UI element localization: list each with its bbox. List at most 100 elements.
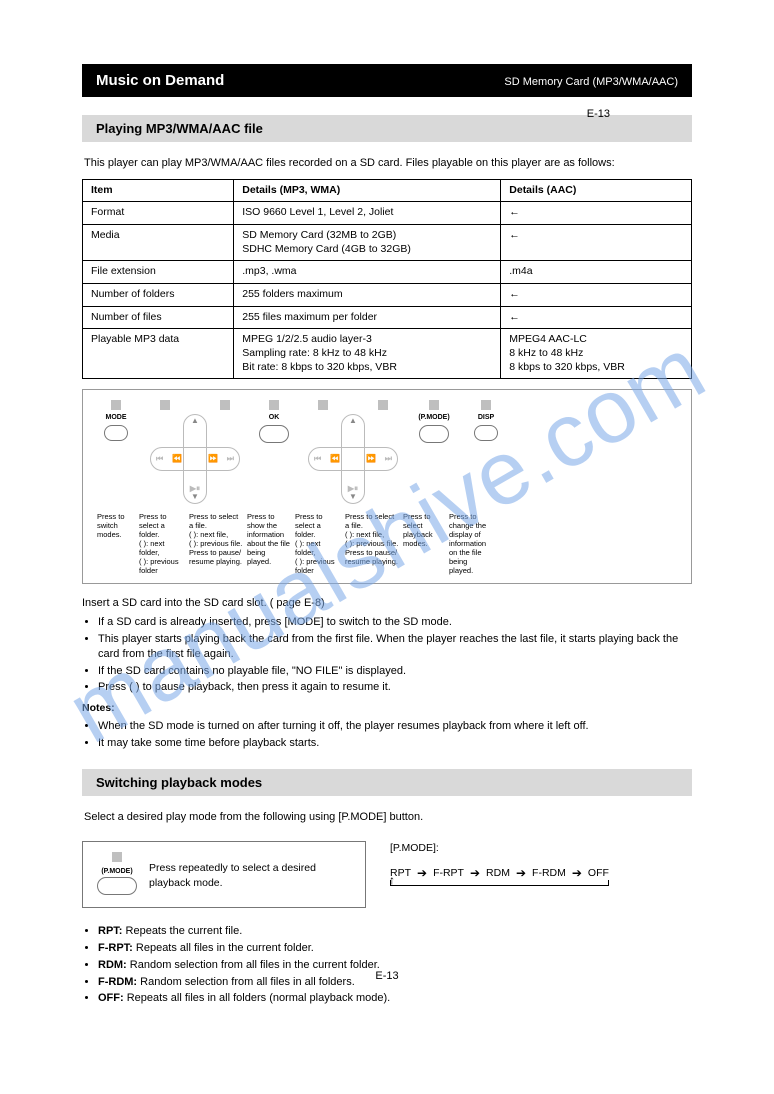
mode-val: Repeats the current file.	[126, 925, 243, 937]
mode-val: Repeats all files in all folders (normal…	[127, 992, 391, 1004]
disp-label: DISP	[478, 414, 494, 423]
arrow-icon: ➔	[572, 865, 582, 881]
mode-val: Repeats all files in the current folder.	[136, 942, 314, 954]
marker-icon	[112, 852, 122, 862]
after-table-text: Insert a SD card into the SD card slot. …	[82, 596, 692, 751]
list-item: OFF: Repeats all files in all folders (n…	[98, 991, 692, 1006]
mode-key: OFF:	[98, 992, 124, 1004]
th-aac: Details (AAC)	[501, 179, 692, 202]
marker-icon	[160, 400, 170, 410]
th-item: Item	[83, 179, 234, 202]
table-row: FormatISO 9660 Level 1, Level 2, Joliet←	[83, 202, 692, 225]
flow-label: [P.MODE]:	[390, 841, 609, 855]
switch-desc: Press repeatedly to select a desired pla…	[149, 861, 351, 889]
th-details: Details (MP3, WMA)	[234, 179, 501, 202]
cell: ISO 9660 Level 1, Level 2, Joliet	[234, 202, 501, 225]
cell: ←	[501, 225, 692, 261]
marker-icon	[481, 400, 491, 410]
desc-track2: Press to select a file. ( ): next file, …	[343, 512, 401, 575]
cell: Media	[83, 225, 234, 261]
pmode-button-icon	[97, 877, 137, 895]
notes-label: Notes:	[82, 702, 115, 714]
list-item: This player starts playing back the card…	[98, 632, 692, 662]
flow-item: RDM	[486, 866, 510, 880]
desc-track1: Press to select a file. ( ): next file, …	[187, 512, 245, 575]
header-bar: Music on Demand SD Memory Card (MP3/WMA/…	[82, 64, 692, 97]
mode-button-icon	[104, 425, 128, 441]
list-item: RPT: Repeats the current file.	[98, 924, 692, 939]
list-item: It may take some time before playback st…	[98, 736, 692, 751]
insert-text: Insert a SD card into the SD card slot. …	[82, 596, 692, 611]
arrow-icon: ➔	[516, 865, 526, 881]
marker-icon	[429, 400, 439, 410]
dpad-icon: ▲ ▼ ⏮⏪ ⏩⏭ ▶⏸	[150, 414, 240, 504]
marker-icon	[220, 400, 230, 410]
ctrl-ok: OK	[253, 400, 295, 447]
pmode-label: (P.MODE)	[418, 414, 449, 423]
spec-table: Item Details (MP3, WMA) Details (AAC) Fo…	[82, 179, 692, 379]
cell: Playable MP3 data	[83, 329, 234, 379]
cell: Number of folders	[83, 284, 234, 307]
desc-ok: Press to show the information about the …	[245, 512, 293, 575]
mode-val: Random selection from all files in all f…	[140, 976, 355, 988]
flow-item: OFF	[588, 866, 609, 880]
table-row: Playable MP3 dataMPEG 1/2/2.5 audio laye…	[83, 329, 692, 379]
marker-icon	[269, 400, 279, 410]
list-item: When the SD mode is turned on after turn…	[98, 719, 692, 734]
desc-pmode: Press to select playback modes.	[401, 512, 447, 575]
marker-icon	[378, 400, 388, 410]
mode-label: MODE	[106, 414, 127, 423]
cell: File extension	[83, 261, 234, 284]
cell: ←	[501, 284, 692, 307]
page-number-top: E-13	[587, 108, 610, 120]
return-line: ↑	[390, 880, 609, 886]
mode-val: Random selection from all files in the c…	[130, 959, 380, 971]
marker-icon	[111, 400, 121, 410]
cell: Format	[83, 202, 234, 225]
ok-button-icon	[259, 425, 289, 443]
cell: SD Memory Card (32MB to 2GB) SDHC Memory…	[234, 225, 501, 261]
ctrl-cross-2: ▲ ▼ ⏮⏪ ⏩⏭ ▶⏸	[303, 400, 403, 506]
pmode-label-2: (P.MODE)	[101, 868, 132, 875]
table-row: MediaSD Memory Card (32MB to 2GB) SDHC M…	[83, 225, 692, 261]
cell: MPEG 1/2/2.5 audio layer-3 Sampling rate…	[234, 329, 501, 379]
desc-folder2: Press to select a folder. ( ): next fold…	[293, 512, 343, 575]
ctrl-pmode: (P.MODE)	[411, 400, 457, 447]
mode-key: RPT:	[98, 925, 122, 937]
desc-disp: Press to change the display of informati…	[447, 512, 495, 575]
switch-box: (P.MODE) Press repeatedly to select a de…	[82, 841, 366, 908]
cell: .m4a	[501, 261, 692, 284]
page-number-bottom: E-13	[375, 970, 398, 982]
desc-folder1: Press to select a folder. ( ): next fold…	[137, 512, 187, 575]
flow-item: F-RDM	[532, 866, 566, 880]
list-item: If a SD card is already inserted, press …	[98, 615, 692, 630]
cell: .mp3, .wma	[234, 261, 501, 284]
section-switching: Switching playback modes	[82, 769, 692, 796]
arrow-icon: ➔	[470, 865, 480, 881]
flow-diagram: [P.MODE]: RPT➔ F-RPT➔ RDM➔ F-RDM➔ OFF ↑	[390, 841, 609, 886]
cell: MPEG4 AAC-LC 8 kHz to 48 kHz 8 kbps to 3…	[501, 329, 692, 379]
table-row: Number of folders255 folders maximum←	[83, 284, 692, 307]
cell: 255 files maximum per folder	[234, 306, 501, 329]
ctrl-cross-1: ▲ ▼ ⏮⏪ ⏩⏭ ▶⏸	[145, 400, 245, 506]
list-item: Press ( ) to pause playback, then press …	[98, 680, 692, 695]
arrow-icon: ➔	[417, 865, 427, 881]
dpad-icon: ▲ ▼ ⏮⏪ ⏩⏭ ▶⏸	[308, 414, 398, 504]
disp-button-icon	[474, 425, 498, 441]
mode-key: F-RDM:	[98, 976, 137, 988]
switch-intro: Select a desired play mode from the foll…	[84, 810, 690, 825]
list-item: If the SD card contains no playable file…	[98, 664, 692, 679]
pmode-button-icon	[419, 425, 449, 443]
cell: 255 folders maximum	[234, 284, 501, 307]
header-title: Music on Demand	[96, 72, 224, 89]
ctrl-mode: MODE	[95, 400, 137, 445]
cell: ←	[501, 202, 692, 225]
intro-text: This player can play MP3/WMA/AAC files r…	[84, 156, 690, 171]
table-row: Number of files255 files maximum per fol…	[83, 306, 692, 329]
mode-key: RDM:	[98, 959, 127, 971]
ok-label: OK	[269, 414, 280, 423]
mode-key: F-RPT:	[98, 942, 133, 954]
ctrl-disp: DISP	[465, 400, 507, 445]
table-row: File extension.mp3, .wma.m4a	[83, 261, 692, 284]
cell: Number of files	[83, 306, 234, 329]
